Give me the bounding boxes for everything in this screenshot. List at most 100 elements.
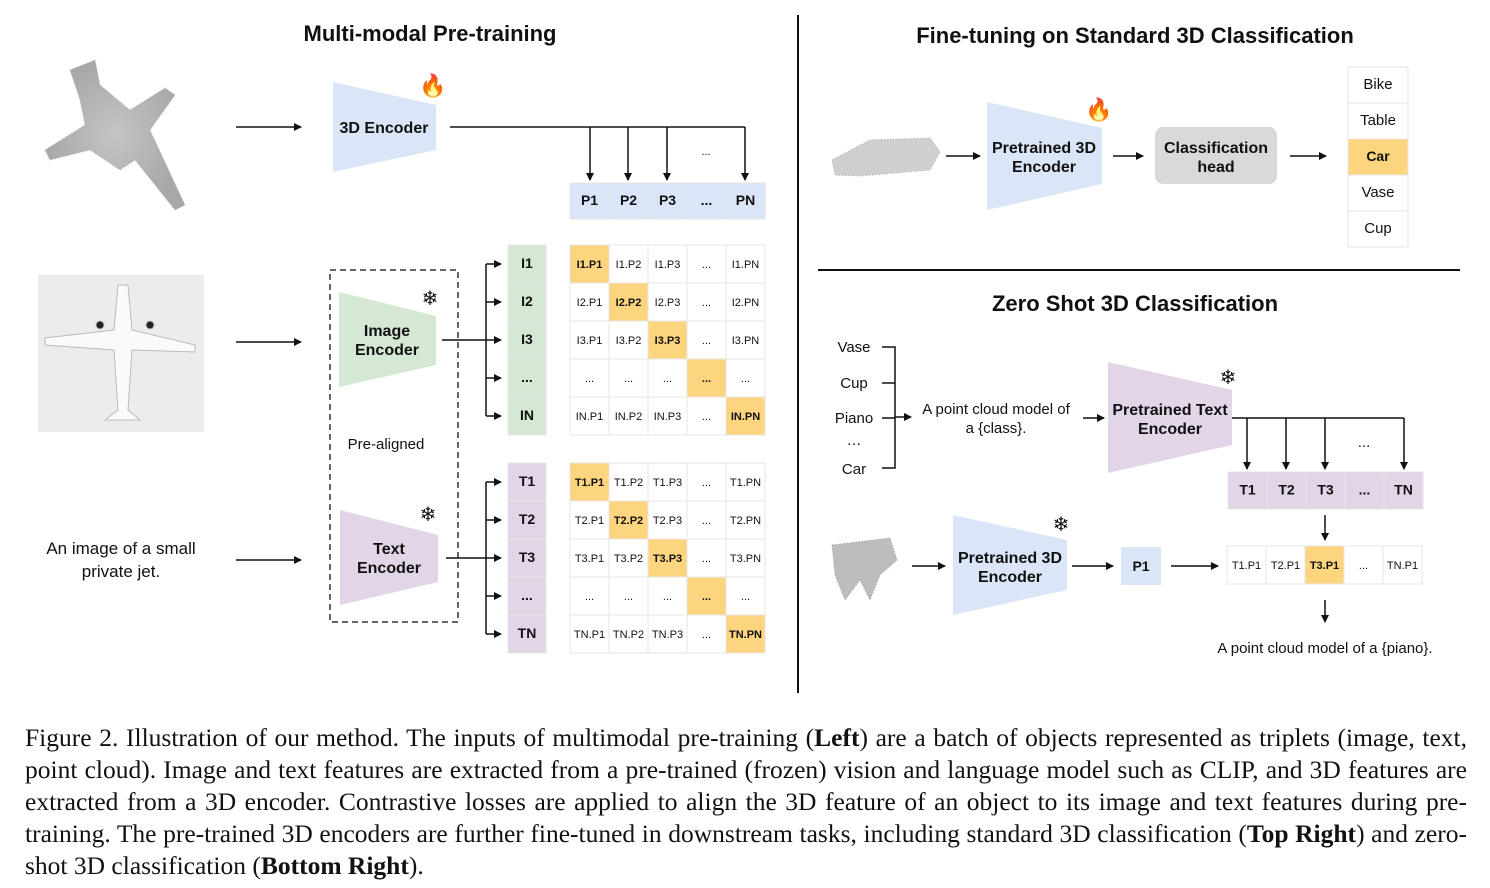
3d-encoder-label: Encoder <box>978 569 1042 586</box>
similarity-cell <box>725 396 766 436</box>
similarity-label: ... <box>585 373 594 385</box>
similarity-label: T3.P1 <box>575 553 604 565</box>
point-feature-cell <box>725 182 766 220</box>
airplane-render <box>44 284 196 421</box>
text-encoder-label: Pretrained Text <box>1112 402 1228 419</box>
image-encoder-label: Encoder <box>355 342 419 359</box>
text-col-cell <box>507 614 547 654</box>
similarity-cell <box>608 282 649 322</box>
similarity-label: IN.P2 <box>615 411 643 423</box>
score-label: T1.P1 <box>1232 560 1261 572</box>
similarity-label: T2.P2 <box>614 515 643 527</box>
similarity-label: ... <box>741 591 750 603</box>
pretraining-title: Multi-modal Pre-training <box>304 21 557 46</box>
similarity-cell <box>608 462 649 502</box>
3d-encoder-label: Pretrained 3D <box>958 550 1062 567</box>
class-name: Piano <box>835 410 873 427</box>
similarity-label: I3.P2 <box>616 335 642 347</box>
text-col-cell <box>507 538 547 578</box>
point-feature-box <box>1121 547 1161 585</box>
similarity-cell <box>569 576 610 616</box>
caption-segment: ). <box>408 851 424 880</box>
similarity-label: ... <box>663 591 672 603</box>
pre-aligned-box <box>329 269 459 623</box>
class-name: Cup <box>840 375 868 392</box>
point-feature-label: ... <box>701 192 713 208</box>
similarity-label: I2.PN <box>732 297 760 309</box>
similarity-label: T1.P2 <box>614 477 643 489</box>
similarity-cell <box>686 614 727 654</box>
score-label: TN.P1 <box>1387 560 1418 572</box>
method-figure: Multi-modal Pre-training An image of a s… <box>38 15 1460 693</box>
similarity-cell <box>608 576 649 616</box>
similarity-label: TN.P2 <box>613 629 644 641</box>
similarity-cell <box>725 576 766 616</box>
similarity-label: I3.P1 <box>577 335 603 347</box>
similarity-label: IN.PN <box>731 411 760 423</box>
similarity-cell <box>725 244 766 284</box>
class-option-label: Bike <box>1363 76 1392 93</box>
similarity-cell <box>569 396 610 436</box>
point-feature-label: P1 <box>1132 558 1149 574</box>
similarity-cell <box>569 614 610 654</box>
text-col-label: T3 <box>519 549 536 565</box>
piano-point-cloud <box>831 537 898 602</box>
similarity-label: ... <box>702 591 711 603</box>
text-ellipsis: ... <box>1358 434 1371 451</box>
text-feature-label: T1 <box>1239 482 1256 498</box>
class-option-label: Cup <box>1364 220 1392 237</box>
point-ellipsis: ... <box>701 146 710 158</box>
finetune-title: Fine-tuning on Standard 3D Classificatio… <box>916 23 1354 48</box>
similarity-cell <box>647 396 688 436</box>
caption-segment: Bottom Right <box>260 851 409 880</box>
similarity-cell <box>647 282 688 322</box>
image-col-cell <box>507 396 547 436</box>
point-feature-label: P3 <box>659 192 676 208</box>
similarity-cell <box>647 614 688 654</box>
similarity-label: ... <box>702 477 711 489</box>
score-cell <box>1343 545 1384 585</box>
text-feature-cell <box>1266 471 1307 510</box>
similarity-label: I2.P3 <box>655 297 681 309</box>
zeroshot-3d-encoder <box>953 515 1067 615</box>
similarity-label: ... <box>702 297 711 309</box>
similarity-cell <box>608 538 649 578</box>
classification-head-label: Classification <box>1164 140 1268 157</box>
text-feature-label: ... <box>1359 482 1371 498</box>
similarity-label: I2.P2 <box>616 297 642 309</box>
prompt-template: A point cloud model of <box>922 401 1070 418</box>
similarity-label: I1.P2 <box>616 259 642 271</box>
text-col-label: T2 <box>519 511 536 527</box>
similarity-label: ... <box>702 515 711 527</box>
text-encoder-label: Text <box>373 541 405 558</box>
score-cell <box>1226 545 1267 585</box>
similarity-cell <box>569 500 610 540</box>
car-point-cloud <box>831 137 941 177</box>
score-cell <box>1382 545 1423 585</box>
similarity-cell <box>725 500 766 540</box>
similarity-cell <box>647 462 688 502</box>
similarity-label: ... <box>663 373 672 385</box>
similarity-label: ... <box>702 553 711 565</box>
similarity-label: T3.P3 <box>653 553 682 565</box>
text-feature-cell <box>1383 471 1424 510</box>
text-encoder <box>340 510 438 605</box>
snowflake-icon: ❄ <box>420 504 437 526</box>
similarity-label: IN.P1 <box>576 411 604 423</box>
similarity-label: ... <box>624 591 633 603</box>
text-feature-label: TN <box>1394 482 1413 498</box>
snowflake-icon: ❄ <box>422 288 439 310</box>
image-col-label: IN <box>520 407 534 423</box>
text-feature-cell <box>1344 471 1385 510</box>
text-col-label: T1 <box>519 473 536 489</box>
similarity-cell <box>725 538 766 578</box>
class-option-cell <box>1347 138 1409 176</box>
similarity-label: ... <box>702 335 711 347</box>
similarity-cell <box>569 538 610 578</box>
similarity-cell <box>569 462 610 502</box>
3d-encoder <box>333 82 436 172</box>
similarity-cell <box>725 358 766 398</box>
similarity-label: IN.P3 <box>654 411 682 423</box>
similarity-label: I1.P3 <box>655 259 681 271</box>
point-feature-label: PN <box>736 192 755 208</box>
